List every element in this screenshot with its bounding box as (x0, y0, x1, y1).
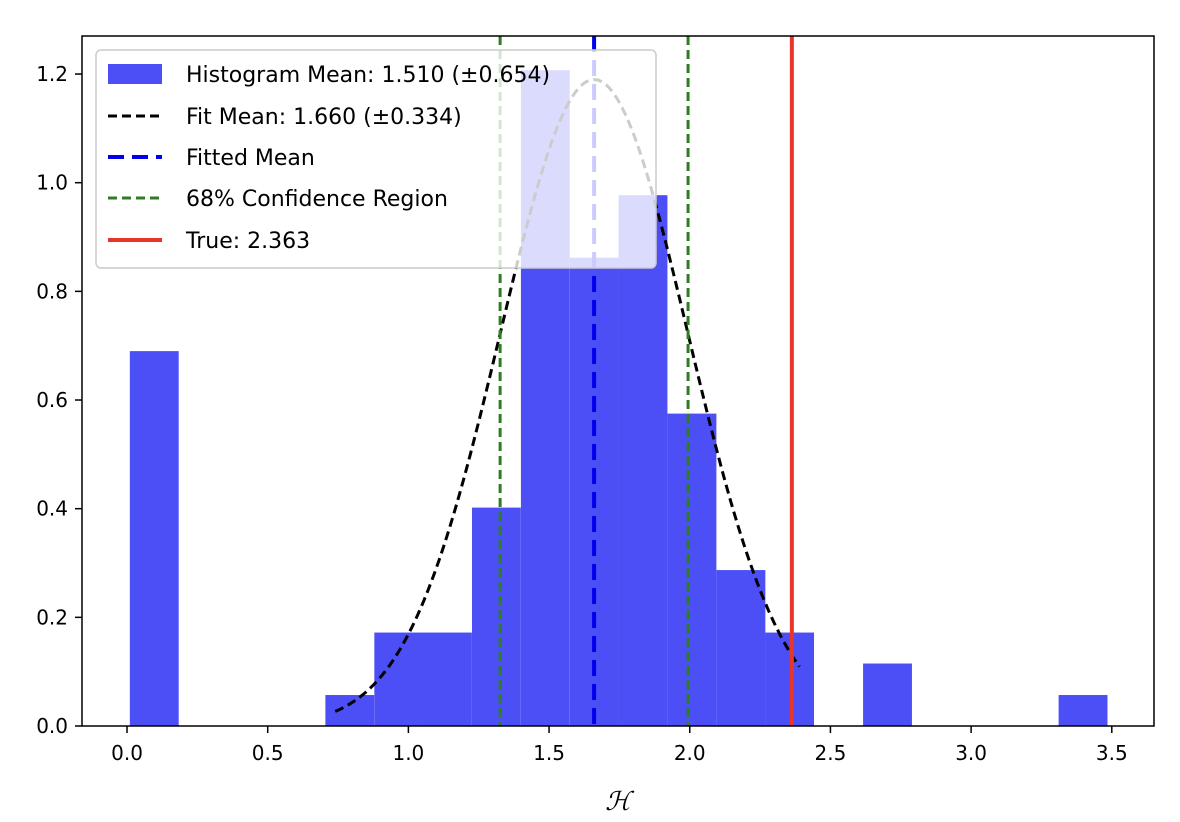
y-axis-ticks: 0.0 0.2 0.4 0.6 0.8 1.0 1.2 (36, 62, 82, 738)
legend-label-fit: Fit Mean: 1.660 (±0.334) (186, 105, 462, 130)
x-axis-ticks: 0.0 0.5 1.0 1.5 2.0 2.5 3.0 3.5 (111, 726, 1128, 765)
x-tick-label: 2.0 (674, 741, 706, 765)
histogram-bar-15 (863, 663, 912, 726)
histogram-bar-11 (667, 413, 717, 726)
histogram-bar-7 (471, 507, 521, 726)
legend-label-confidence: 68% Confidence Region (186, 187, 448, 212)
x-tick-label: 0.5 (252, 741, 284, 765)
legend-label-true: True: 2.363 (185, 229, 310, 254)
histogram-bar-13 (765, 632, 815, 726)
legend-box (95, 49, 657, 269)
histogram-bar-19 (1058, 695, 1108, 726)
histogram-bar-12 (716, 570, 766, 726)
histogram-bar-0 (129, 351, 179, 726)
x-tick-label: 1.0 (392, 741, 424, 765)
x-tick-label: 0.0 (111, 741, 143, 765)
histogram-bar-5 (374, 632, 424, 726)
y-tick-label: 0.4 (36, 497, 68, 521)
x-axis-title: ℋ (605, 787, 635, 817)
histogram-bar-6 (423, 632, 472, 726)
x-tick-label: 1.5 (533, 741, 565, 765)
x-tick-label: 3.5 (1096, 741, 1128, 765)
legend: Histogram Mean: 1.510 (±0.654) Fit Mean:… (95, 49, 657, 269)
legend-label-histogram: Histogram Mean: 1.510 (±0.654) (186, 63, 550, 88)
y-tick-label: 1.2 (36, 62, 68, 86)
histogram-bar-4 (325, 695, 375, 726)
legend-swatch-histogram (108, 64, 162, 84)
plot-frame (81, 35, 1155, 727)
y-tick-label: 0.6 (36, 388, 68, 412)
x-tick-label: 2.5 (815, 741, 847, 765)
legend-label-fitted-mean: Fitted Mean (186, 146, 315, 171)
histogram-bar-10 (618, 195, 668, 726)
y-tick-label: 1.0 (36, 171, 68, 195)
y-tick-label: 0.0 (36, 714, 68, 738)
x-tick-label: 3.0 (955, 741, 987, 765)
y-tick-label: 0.2 (36, 605, 68, 629)
y-tick-label: 0.8 (36, 279, 68, 303)
